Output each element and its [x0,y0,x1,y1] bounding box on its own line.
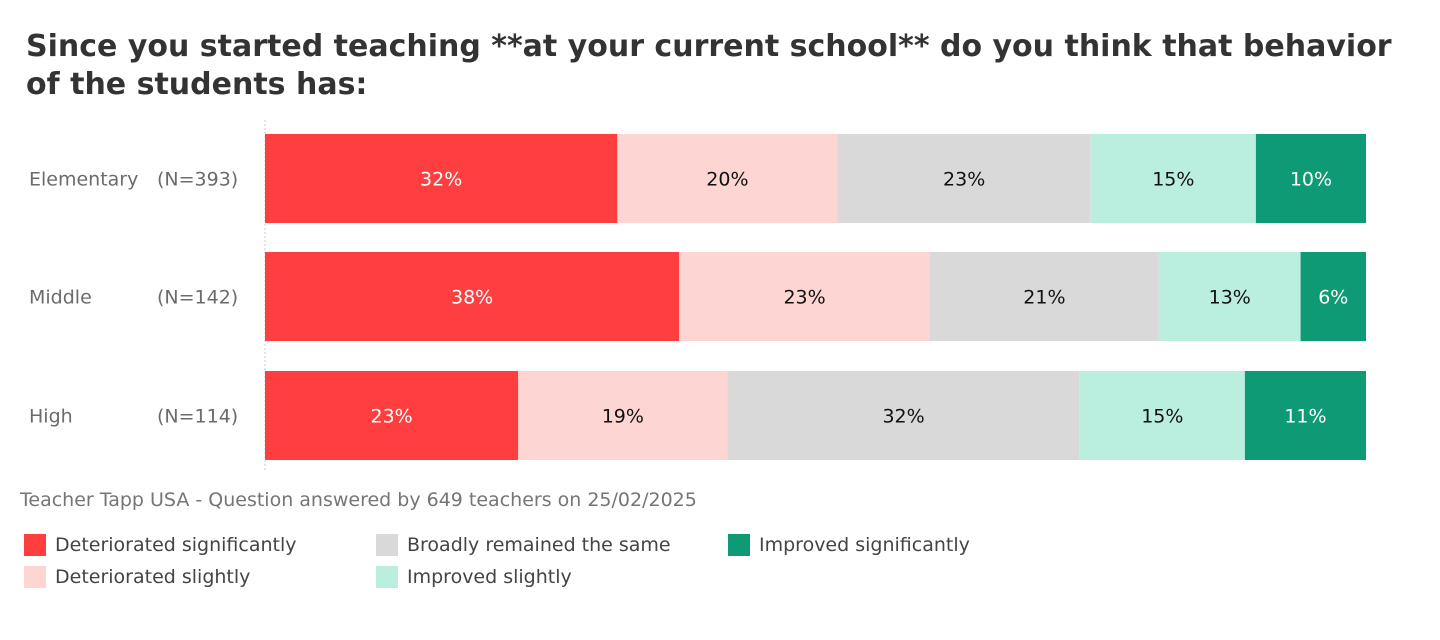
data-label: 23% [370,406,412,428]
source-note: Teacher Tapp USA - Question answered by … [20,489,697,511]
bar-segment [679,252,930,341]
data-label: 13% [1209,287,1251,309]
legend-item: Deteriorated significantly [24,532,376,558]
data-label: 32% [420,169,462,191]
legend-label: Improved slightly [407,566,572,588]
category-n-label: (N=114) [157,406,238,428]
bar-segment [265,371,519,460]
data-label: 32% [882,406,924,428]
data-label: 38% [451,287,493,309]
category-n-label: (N=393) [157,169,238,191]
legend-label: Deteriorated slightly [55,566,251,588]
data-label: 11% [1284,406,1326,428]
data-label: 19% [602,406,644,428]
data-label: 15% [1141,406,1183,428]
bar-segment [1255,134,1366,223]
bar-segment [1079,371,1245,460]
legend-swatch [728,534,750,556]
legend-item: Broadly remained the same [376,532,728,558]
legend-label: Deteriorated significantly [55,534,297,556]
bar-segment [1244,371,1366,460]
legend-swatch [24,534,46,556]
legend-item: Improved significantly [728,532,1028,558]
chart-title: Since you started teaching **at your cur… [26,29,1392,102]
legend-label: Broadly remained the same [407,534,671,556]
legend-label: Improved significantly [759,534,970,556]
data-label: 15% [1152,169,1194,191]
category-n-label: (N=142) [157,287,238,309]
bar-segment [1300,252,1366,341]
bar-segment [929,252,1159,341]
legend-swatch [376,566,398,588]
category-label: Middle [29,287,92,309]
category-label: High [29,406,73,428]
legend: Deteriorated significantly Broadly remain… [24,532,1028,590]
bar-segment [265,134,618,223]
category-label: Elementary [29,169,138,191]
bar-segment [1090,134,1256,223]
legend-item: Deteriorated slightly [24,564,376,590]
data-label: 20% [706,169,748,191]
bar-segment [1158,252,1301,341]
bar-segment [727,371,1080,460]
data-label: 21% [1023,287,1065,309]
legend-swatch [376,534,398,556]
bar-segment [617,134,838,223]
data-label: 23% [943,169,985,191]
bar-segment [518,371,728,460]
stacked-bar-chart: Elementary (N=393) 32% 20% 23% 15% 10% Middle (N… [29,120,1366,472]
legend-swatch [24,566,46,588]
bar-segment [837,134,1091,223]
data-label: 10% [1290,169,1332,191]
legend-item: Improved slightly [376,564,728,590]
bar-segment [265,252,680,341]
data-label: 6% [1318,287,1348,309]
data-label: 23% [783,287,825,309]
